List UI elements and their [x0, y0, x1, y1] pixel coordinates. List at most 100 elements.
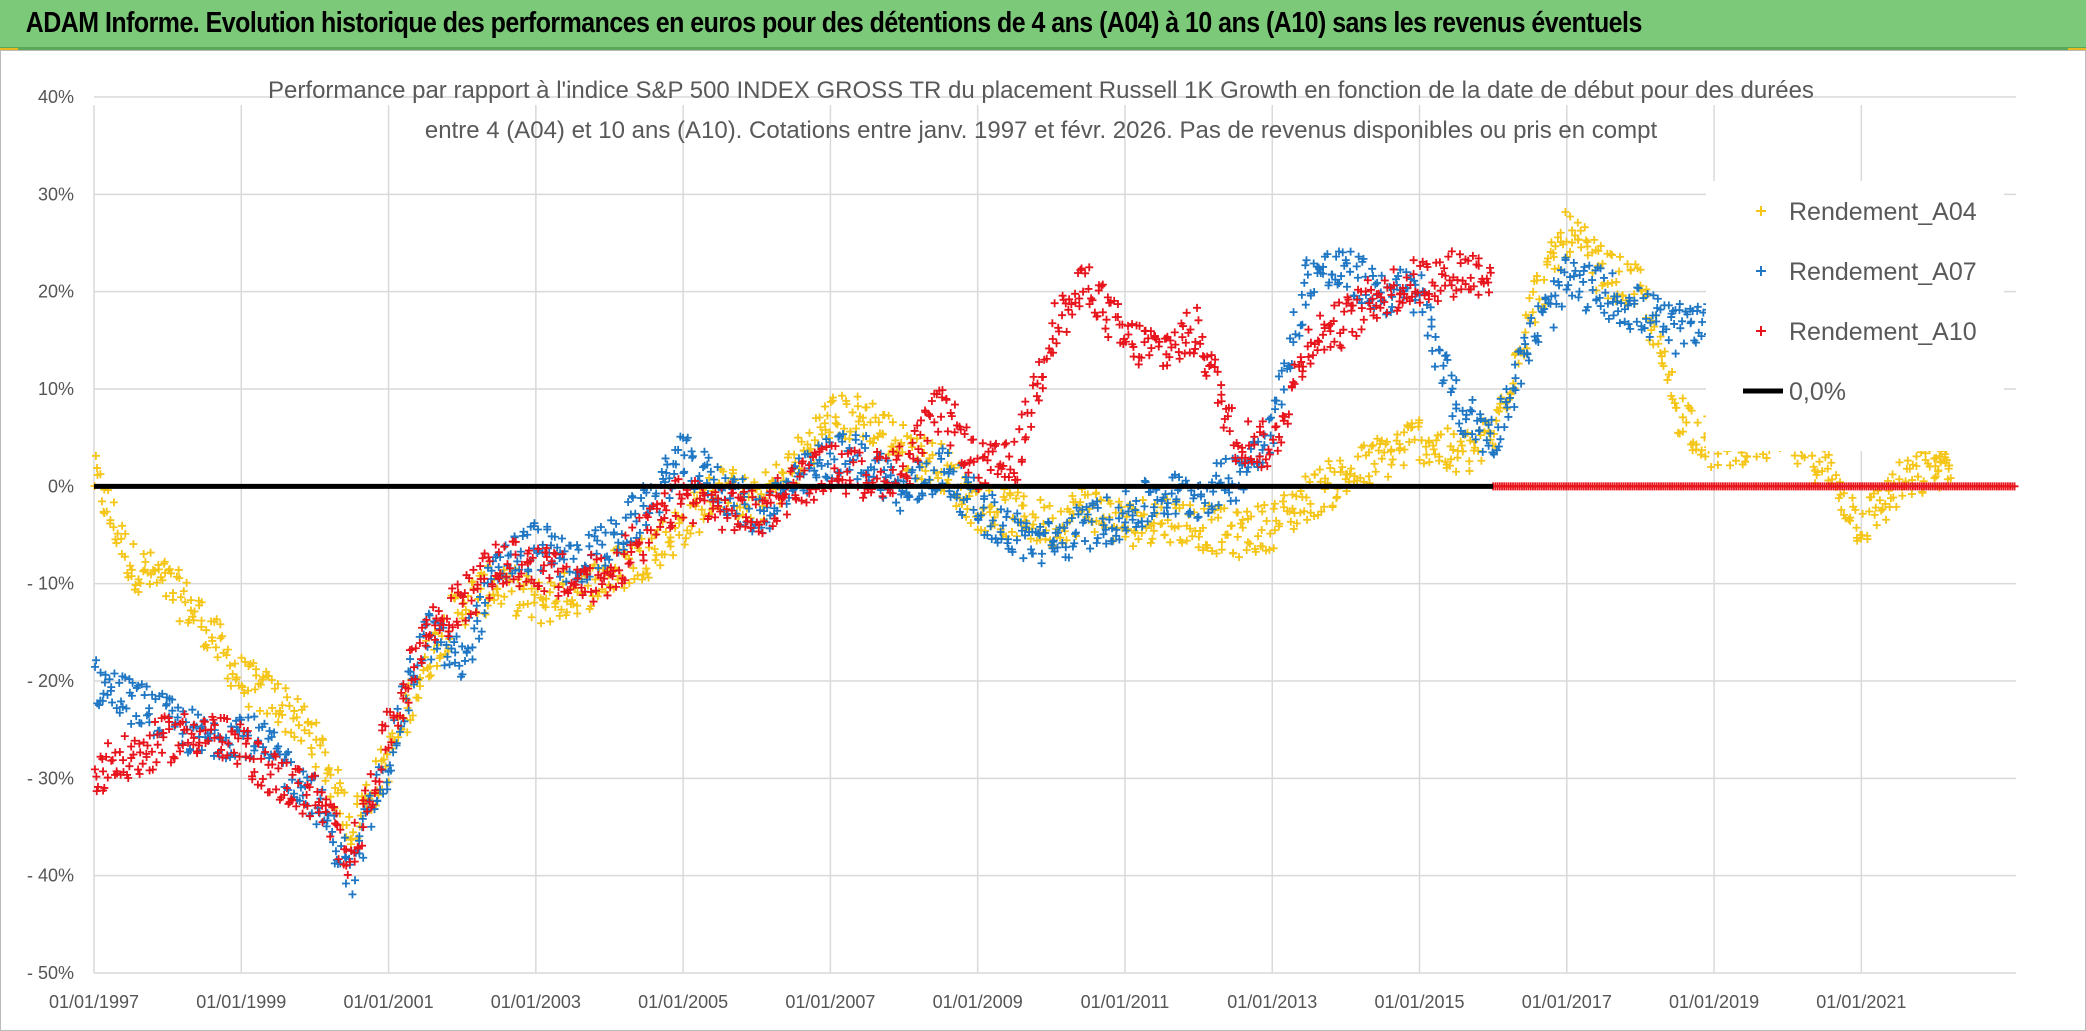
data-point: [458, 642, 467, 651]
data-point: [306, 812, 315, 821]
data-point: [870, 465, 879, 474]
data-point: [1377, 436, 1386, 445]
data-point: [318, 736, 327, 745]
data-point: [372, 797, 381, 806]
data-point: [1482, 274, 1491, 283]
data-point: [411, 644, 420, 653]
data-point: [1275, 519, 1284, 528]
data-point: [115, 678, 124, 687]
data-point: [165, 565, 174, 574]
data-point: [394, 733, 403, 742]
data-point: [1448, 412, 1457, 421]
data-point: [321, 776, 330, 785]
data-point: [624, 559, 633, 568]
data-point: [1869, 489, 1878, 498]
legend-label: Rendement_A10: [1789, 318, 1977, 346]
data-point: [876, 467, 885, 476]
data-point: [169, 752, 178, 761]
data-point: [1325, 278, 1334, 287]
data-point: [442, 640, 451, 649]
data-point: [797, 496, 806, 505]
data-point: [573, 574, 582, 583]
data-point: [1439, 361, 1448, 370]
data-point: [551, 550, 560, 559]
data-point: [481, 610, 490, 619]
data-point: [627, 547, 636, 556]
data-point: [115, 708, 124, 717]
data-point: [168, 595, 177, 604]
data-point: [1181, 476, 1190, 485]
data-point: [1373, 434, 1382, 443]
data-point: [1327, 270, 1336, 279]
data-point: [1458, 406, 1467, 415]
data-point: [545, 574, 554, 583]
data-point: [1865, 507, 1874, 516]
data-point: [1409, 256, 1418, 265]
data-point: [333, 821, 342, 830]
data-point: [267, 732, 276, 741]
data-point: [897, 470, 906, 479]
data-point: [1433, 296, 1442, 305]
data-point: [283, 693, 292, 702]
data-point: [1213, 367, 1222, 376]
data-point: [1359, 315, 1368, 324]
data-point: [1013, 475, 1022, 484]
data-point: [108, 698, 117, 707]
data-point: [1074, 510, 1083, 519]
data-point: [382, 778, 391, 787]
data-point: [1443, 355, 1452, 364]
data-point: [1529, 287, 1538, 296]
data-point: [243, 727, 252, 736]
data-point: [895, 442, 904, 451]
data-point: [1676, 324, 1685, 333]
data-point: [154, 560, 163, 569]
data-point: [404, 684, 413, 693]
chart-area: 40% 30% 20% 10% 0% - 10% - 20% - 30% - 40% - 50% 0…: [0, 50, 2086, 1031]
data-point: [212, 615, 221, 624]
data-point: [1045, 501, 1054, 510]
data-point: [242, 739, 251, 748]
data-point: [1872, 521, 1881, 530]
data-point: [541, 548, 550, 557]
data-point: [1250, 440, 1259, 449]
data-point: [827, 477, 836, 486]
data-point: [375, 777, 384, 786]
data-point: [966, 519, 975, 528]
data-point: [1569, 272, 1578, 281]
data-point: [894, 451, 903, 460]
data-point: [355, 832, 364, 841]
scatter-chart: 40%30%20%10%0%- 10%- 20%- 30%- 40%- 50%0…: [27, 77, 2019, 1012]
data-point: [1583, 251, 1592, 260]
data-point: [1603, 279, 1612, 288]
data-point: [899, 421, 908, 430]
data-point: [560, 555, 569, 564]
data-point: [470, 624, 479, 633]
data-point: [1162, 334, 1171, 343]
data-point: [557, 534, 566, 543]
data-point: [1431, 332, 1440, 341]
data-point: [527, 613, 536, 622]
data-point: [462, 648, 471, 657]
data-point: [385, 761, 394, 770]
data-point: [516, 547, 525, 556]
data-point: [1289, 308, 1298, 317]
data-point: [909, 454, 918, 463]
data-point: [1675, 300, 1684, 309]
data-point: [1068, 542, 1077, 551]
data-point: [1566, 247, 1575, 256]
data-point: [952, 493, 961, 502]
data-point: [961, 473, 970, 482]
data-point: [639, 550, 648, 559]
data-point: [1612, 278, 1621, 287]
data-point: [159, 729, 168, 738]
data-point: [740, 487, 749, 496]
data-point: [1907, 490, 1916, 499]
data-point: [897, 490, 906, 499]
data-point: [280, 790, 289, 799]
data-point: [896, 506, 905, 515]
legend-label: Rendement_A07: [1789, 258, 1977, 286]
data-point: [1888, 470, 1897, 479]
data-point: [259, 743, 268, 752]
data-point: [453, 580, 462, 589]
data-point: [1114, 503, 1123, 512]
